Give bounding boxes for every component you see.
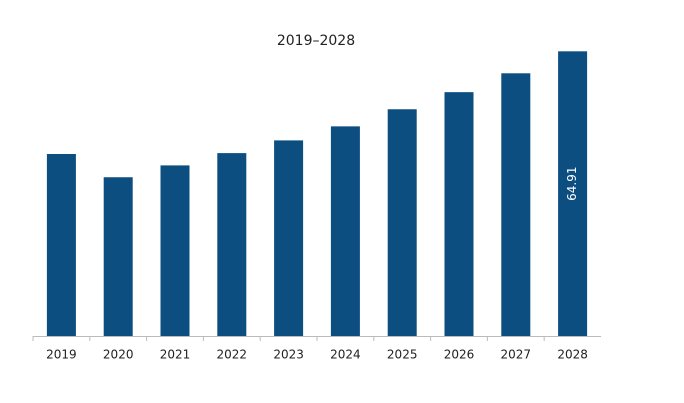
x-tick-label: 2024 bbox=[330, 348, 361, 362]
x-tick-label: 2022 bbox=[217, 348, 248, 362]
x-tick-label: 2023 bbox=[273, 348, 304, 362]
bar bbox=[444, 92, 474, 336]
data-label: 64.91 bbox=[565, 166, 579, 200]
x-tick-label: 2019 bbox=[46, 348, 77, 362]
bar bbox=[103, 177, 133, 336]
bar bbox=[217, 153, 247, 336]
bar bbox=[501, 73, 531, 336]
bar bbox=[46, 153, 76, 336]
bar bbox=[330, 126, 360, 336]
x-tick-label: 2027 bbox=[501, 348, 532, 362]
bar bbox=[387, 109, 417, 336]
x-tick-label: 2028 bbox=[557, 348, 588, 362]
x-tick-label: 2021 bbox=[160, 348, 191, 362]
chart-title: 2019–2028 bbox=[277, 33, 355, 49]
bar bbox=[160, 165, 190, 336]
bar bbox=[274, 140, 304, 336]
x-tick-label: 2020 bbox=[103, 348, 134, 362]
x-tick-label: 2025 bbox=[387, 348, 418, 362]
x-tick-label: 2026 bbox=[444, 348, 475, 362]
bar bbox=[558, 51, 588, 337]
